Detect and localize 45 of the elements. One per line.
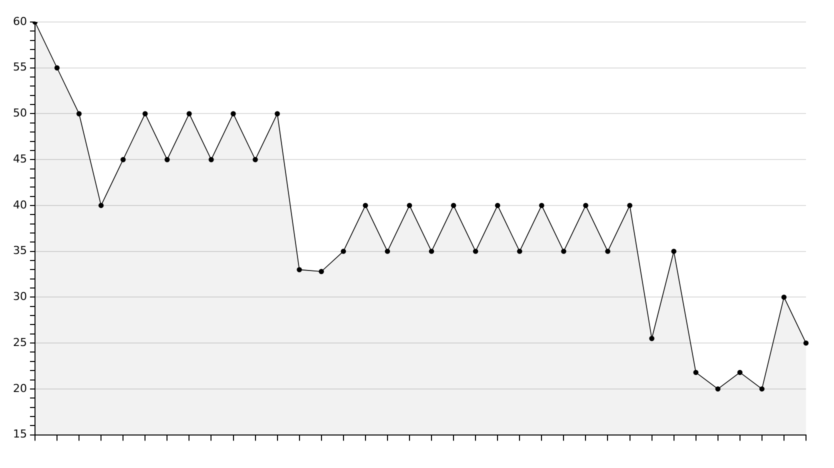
point xyxy=(671,248,676,254)
point xyxy=(406,202,412,208)
point xyxy=(693,370,698,376)
point xyxy=(583,202,588,208)
point xyxy=(296,267,302,272)
point xyxy=(54,65,60,70)
point xyxy=(362,202,368,208)
y-tick-label: 35 xyxy=(12,244,27,258)
point xyxy=(627,202,632,208)
point xyxy=(561,248,566,254)
y-tick-label: 50 xyxy=(12,106,27,120)
point xyxy=(274,111,280,116)
point xyxy=(120,157,126,162)
point xyxy=(605,248,610,254)
point xyxy=(759,386,765,392)
y-tick-label: 55 xyxy=(12,60,27,74)
point xyxy=(649,336,654,342)
point xyxy=(142,111,148,116)
point xyxy=(98,202,104,208)
point xyxy=(450,202,456,208)
y-tick-label: 45 xyxy=(12,152,27,166)
point xyxy=(340,248,346,254)
point xyxy=(384,248,390,254)
point xyxy=(164,157,170,162)
y-tick-label: 25 xyxy=(12,336,27,349)
y-tick-label: 15 xyxy=(12,428,27,441)
point xyxy=(495,202,500,208)
point xyxy=(252,157,258,162)
point xyxy=(208,157,214,162)
point xyxy=(230,111,236,116)
point xyxy=(428,248,434,254)
point xyxy=(472,248,478,254)
point xyxy=(76,111,82,116)
point xyxy=(781,294,787,300)
y-tick-label: 20 xyxy=(12,382,27,395)
point xyxy=(318,268,324,274)
point xyxy=(517,248,522,254)
y-tick-label: 30 xyxy=(12,290,27,304)
y-tick-label: 60 xyxy=(12,14,27,28)
point xyxy=(737,370,743,376)
point xyxy=(539,202,544,208)
point xyxy=(715,386,720,392)
point xyxy=(803,340,809,346)
point xyxy=(186,111,192,116)
y-tick-label: 40 xyxy=(12,198,27,212)
